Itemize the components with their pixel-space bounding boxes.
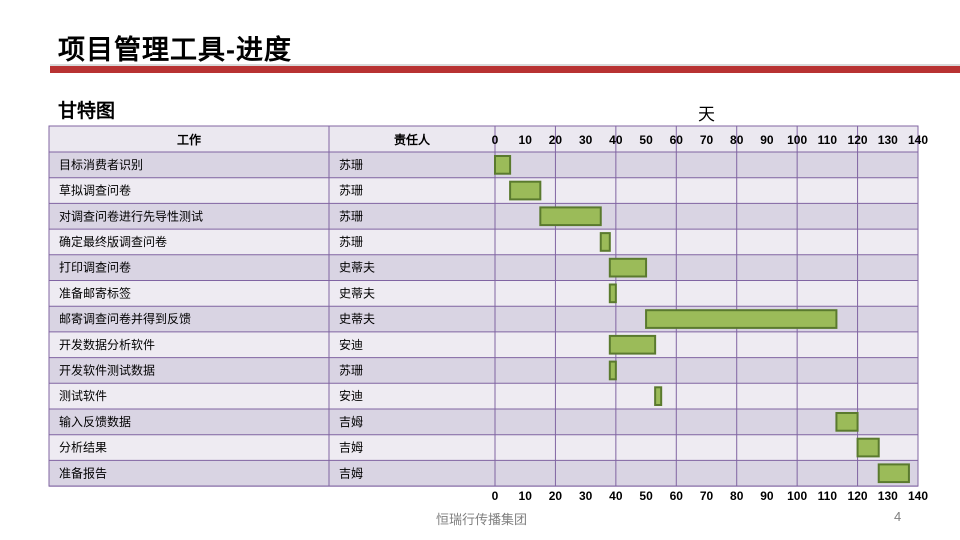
footer-company: 恒瑞行传播集团 — [436, 512, 528, 527]
table-row-bg — [49, 357, 918, 384]
gantt-bar — [608, 360, 617, 381]
x-tick-label-top: 130 — [878, 133, 898, 147]
column-header-owner: 责任人 — [394, 132, 431, 147]
task-name: 测试软件 — [59, 388, 107, 403]
table-row-bg — [49, 331, 918, 358]
x-tick-label-top: 90 — [760, 133, 774, 147]
gantt-bar — [509, 180, 542, 201]
gantt-bar — [608, 283, 617, 304]
task-name: 分析结果 — [59, 441, 107, 455]
gantt-bar — [599, 232, 611, 252]
x-tick-label-top: 140 — [908, 133, 928, 147]
x-tick-label-top: 10 — [519, 133, 533, 147]
x-tick-label-top: 0 — [492, 133, 499, 147]
table-row-bg — [49, 254, 918, 281]
x-tick-label-top: 110 — [818, 133, 838, 147]
task-owner: 史蒂夫 — [339, 261, 375, 275]
page-number: 4 — [894, 509, 902, 524]
table-row-bg — [49, 409, 918, 435]
task-owner: 苏珊 — [339, 184, 363, 198]
gantt-bar — [654, 386, 663, 406]
x-tick-label-bottom: 100 — [787, 489, 807, 503]
x-tick-label-top: 100 — [787, 133, 807, 147]
task-owner: 吉姆 — [339, 466, 363, 480]
table-row-bg — [49, 383, 918, 409]
task-owner: 吉姆 — [339, 415, 363, 429]
task-name: 开发软件测试数据 — [59, 362, 155, 377]
x-tick-label-top: 60 — [670, 133, 684, 147]
table-row-bg — [49, 203, 918, 230]
table-row-bg — [49, 152, 918, 178]
x-tick-label-bottom: 130 — [878, 489, 898, 503]
x-tick-label-bottom: 140 — [908, 489, 928, 503]
x-tick-label-top: 50 — [639, 133, 653, 147]
task-owner: 苏珊 — [339, 235, 363, 249]
slide-title: 项目管理工具-进度 — [58, 35, 292, 65]
x-tick-label-bottom: 80 — [730, 489, 744, 503]
gantt-bar — [539, 206, 602, 227]
task-owner: 安迪 — [339, 388, 363, 403]
x-tick-label-bottom: 120 — [848, 489, 868, 503]
x-tick-label-top: 70 — [700, 133, 714, 147]
x-tick-label-top: 80 — [730, 133, 744, 147]
x-tick-label-bottom: 40 — [609, 489, 623, 503]
gantt-bar — [856, 437, 880, 458]
gantt-bar — [494, 155, 512, 175]
task-name: 开发数据分析软件 — [59, 337, 155, 352]
x-tick-label-bottom: 50 — [639, 489, 653, 503]
x-tick-label-bottom: 70 — [700, 489, 714, 503]
title-rule-shadow — [50, 64, 960, 66]
task-owner: 吉姆 — [339, 441, 363, 455]
x-tick-label-top: 120 — [848, 133, 868, 147]
table-row-bg — [49, 229, 918, 255]
title-rule — [50, 66, 960, 73]
task-name: 输入反馈数据 — [59, 414, 131, 429]
table-row-bg — [49, 280, 918, 307]
task-name: 确定最终版调查问卷 — [59, 234, 167, 249]
x-tick-label-bottom: 110 — [818, 489, 838, 503]
chart-subtitle: 甘特图 — [58, 101, 116, 122]
table-row-bg — [49, 177, 918, 204]
task-name: 准备邮寄标签 — [59, 285, 131, 300]
x-tick-label-bottom: 0 — [492, 489, 499, 503]
column-header-task: 工作 — [177, 132, 201, 147]
gantt-bar — [608, 257, 648, 278]
task-name: 对调查问卷进行先导性测试 — [59, 208, 203, 223]
x-tick-label-bottom: 10 — [519, 489, 533, 503]
x-tick-label-top: 40 — [609, 133, 623, 147]
task-name: 邮寄调查问卷并得到反馈 — [59, 311, 191, 326]
table-border — [48, 125, 919, 487]
task-owner: 苏珊 — [339, 209, 363, 223]
x-tick-label-bottom: 60 — [670, 489, 684, 503]
task-owner: 苏珊 — [339, 158, 363, 172]
gantt-bar — [608, 334, 657, 355]
gantt-bar — [877, 463, 910, 484]
gantt-bar — [835, 412, 859, 432]
table-header-bg — [49, 126, 918, 152]
task-name: 目标消费者识别 — [59, 158, 143, 172]
task-owner: 苏珊 — [339, 363, 363, 377]
gantt-bar — [645, 309, 838, 329]
table-row-bg — [49, 434, 918, 461]
x-tick-label-bottom: 90 — [760, 489, 774, 503]
x-tick-label-bottom: 30 — [579, 489, 593, 503]
table-row-bg — [49, 460, 918, 487]
task-name: 准备报告 — [59, 465, 107, 480]
task-owner: 史蒂夫 — [339, 312, 375, 326]
task-name: 打印调查问卷 — [59, 260, 131, 275]
task-owner: 史蒂夫 — [339, 286, 375, 300]
task-owner: 安迪 — [339, 337, 363, 352]
x-tick-label-top: 20 — [549, 133, 563, 147]
x-tick-label-bottom: 20 — [549, 489, 563, 503]
task-name: 草拟调查问卷 — [59, 183, 131, 198]
x-unit-label: 天 — [698, 105, 715, 124]
x-tick-label-top: 30 — [579, 133, 593, 147]
